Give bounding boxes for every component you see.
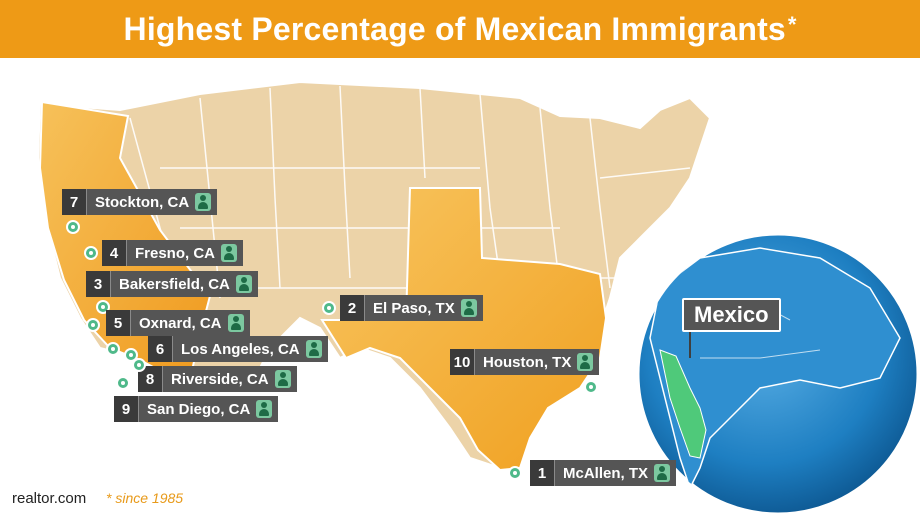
city-name: McAllen, TX — [554, 460, 677, 486]
person-icon — [227, 314, 244, 332]
source-credit: realtor.com — [12, 490, 87, 507]
san-diego-pin[interactable] — [116, 376, 130, 390]
el-paso-pin[interactable] — [322, 301, 336, 315]
person-icon — [235, 275, 252, 293]
city-name: Bakersfield, CA — [110, 271, 258, 297]
city-label-bakersfield[interactable]: 3 Bakersfield, CA — [86, 271, 258, 297]
city-name: Houston, TX — [474, 349, 600, 375]
city-name-text: Oxnard, CA — [139, 314, 222, 332]
los-angeles-pin[interactable] — [106, 342, 120, 356]
fresno-pin[interactable] — [84, 246, 98, 260]
rank-number: 7 — [62, 189, 86, 215]
rank-number: 1 — [530, 460, 554, 486]
stockton-pin[interactable] — [66, 220, 80, 234]
rank-number: 10 — [450, 349, 474, 375]
city-label-stockton[interactable]: 7 Stockton, CA — [62, 189, 218, 215]
city-name: San Diego, CA — [138, 396, 279, 422]
mcallen-pin[interactable] — [508, 466, 522, 480]
oxnard-pin[interactable] — [86, 318, 100, 332]
city-name: Riverside, CA — [162, 366, 297, 392]
city-name: Oxnard, CA — [130, 310, 250, 336]
city-name: Los Angeles, CA — [172, 336, 328, 362]
person-icon — [274, 370, 291, 388]
city-name-text: San Diego, CA — [147, 400, 251, 418]
city-name-text: El Paso, TX — [373, 299, 455, 317]
person-icon — [654, 464, 671, 482]
city-name: Fresno, CA — [126, 240, 244, 266]
city-label-mcallen[interactable]: 1 McAllen, TX — [530, 460, 677, 486]
city-name-text: McAllen, TX — [563, 464, 649, 482]
rank-number: 3 — [86, 271, 110, 297]
city-label-riverside[interactable]: 8 Riverside, CA — [138, 366, 297, 392]
city-name-text: Riverside, CA — [171, 370, 269, 388]
rank-number: 4 — [102, 240, 126, 266]
person-icon — [305, 340, 322, 358]
rank-number: 9 — [114, 396, 138, 422]
city-label-san-diego[interactable]: 9 San Diego, CA — [114, 396, 279, 422]
footnote: * since 1985 — [106, 490, 184, 506]
houston-pin[interactable] — [584, 380, 598, 394]
city-label-fresno[interactable]: 4 Fresno, CA — [102, 240, 244, 266]
city-name: El Paso, TX — [364, 295, 483, 321]
riverside-pin[interactable] — [132, 358, 146, 372]
city-name-text: Fresno, CA — [135, 244, 216, 262]
page-title: Highest Percentage of Mexican Immigrants — [123, 10, 786, 47]
rank-number: 6 — [148, 336, 172, 362]
city-label-el-paso[interactable]: 2 El Paso, TX — [340, 295, 483, 321]
city-name-text: Bakersfield, CA — [119, 275, 230, 293]
title-asterisk: * — [787, 12, 797, 37]
person-icon — [460, 299, 477, 317]
city-name-text: Los Angeles, CA — [181, 340, 300, 358]
city-name-text: Stockton, CA — [95, 193, 190, 211]
rank-number: 5 — [106, 310, 130, 336]
city-label-houston[interactable]: 10 Houston, TX — [450, 349, 600, 375]
person-icon — [256, 400, 273, 418]
mexico-label: Mexico — [682, 298, 781, 332]
city-name-text: Houston, TX — [483, 353, 572, 371]
mexico-highlight — [659, 349, 707, 459]
city-label-los-angeles[interactable]: 6 Los Angeles, CA — [148, 336, 328, 362]
rank-number: 2 — [340, 295, 364, 321]
person-icon — [577, 353, 594, 371]
title-banner: Highest Percentage of Mexican Immigrants… — [0, 0, 920, 58]
city-name: Stockton, CA — [86, 189, 218, 215]
city-label-oxnard[interactable]: 5 Oxnard, CA — [106, 310, 250, 336]
person-icon — [221, 244, 238, 262]
person-icon — [195, 193, 212, 211]
